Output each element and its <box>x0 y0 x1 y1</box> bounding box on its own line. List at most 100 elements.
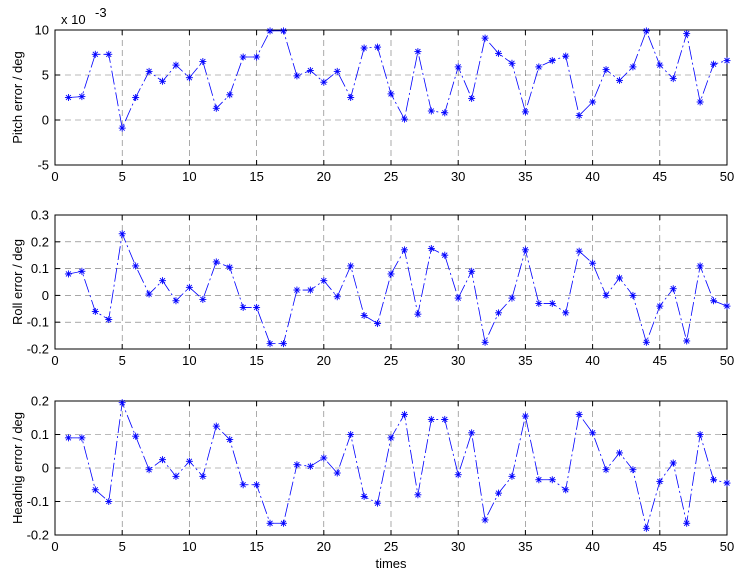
roll-ytick-label: 0 <box>42 288 49 303</box>
pitch-data-point <box>468 94 476 102</box>
heading-data-point <box>266 519 274 527</box>
pitch-ytick-label: 0 <box>42 113 49 128</box>
heading-data-point <box>521 412 529 420</box>
roll-data-point <box>306 286 314 294</box>
roll-data-point <box>427 245 435 252</box>
pitch-data-point <box>562 52 570 60</box>
pitch-xtick-label: 10 <box>182 169 196 184</box>
roll-ytick-label: -0.2 <box>27 342 49 357</box>
pitch-data-point <box>710 60 718 68</box>
roll-data-point <box>159 277 167 285</box>
pitch-xtick-label: 15 <box>249 169 263 184</box>
pitch-data-point <box>683 30 691 38</box>
roll-data-point <box>132 262 140 270</box>
pitch-data-point <box>91 50 99 58</box>
pitch-data-point <box>212 104 220 112</box>
roll-xtick-label: 50 <box>720 353 734 368</box>
heading-xtick-label: 20 <box>317 539 331 554</box>
heading-xtick-label: 25 <box>384 539 398 554</box>
pitch-xtick-label: 35 <box>518 169 532 184</box>
heading-data-point <box>333 469 341 477</box>
heading-data-point <box>199 472 207 480</box>
roll-data-point <box>253 303 261 311</box>
pitch-data-point <box>589 98 597 106</box>
roll-data-point <box>495 309 503 317</box>
roll-data-point <box>575 247 583 255</box>
pitch-data-point <box>427 107 435 115</box>
heading-data-point <box>118 399 126 407</box>
heading-data-point <box>575 410 583 418</box>
pitch-ytick-label: 10 <box>35 23 49 38</box>
heading-xtick-label: 30 <box>451 539 465 554</box>
roll-data-point <box>333 293 341 301</box>
roll-data-point <box>212 258 220 266</box>
pitch-data-point <box>656 61 664 69</box>
pitch-data-point <box>642 27 650 35</box>
roll-xtick-label: 0 <box>51 353 58 368</box>
roll-data-point <box>589 259 597 267</box>
roll-data-point <box>118 230 126 238</box>
pitch-data-point <box>132 94 140 101</box>
roll-data-point <box>279 340 287 348</box>
pitch-ylabel: Pitch error / deg <box>10 51 25 144</box>
roll-data-point <box>521 246 529 254</box>
roll-error-subplot: 0 5 10 15 20 25 30 35 40 45 50 -0.2 -0.1 0 0.1 0.2 0.3 Ro… <box>10 208 734 369</box>
roll-xtick-label: 10 <box>182 353 196 368</box>
roll-data-point <box>629 291 637 299</box>
pitch-data-point <box>360 44 368 52</box>
pitch-xtick-label: 25 <box>384 169 398 184</box>
heading-xlabel: times <box>375 556 407 571</box>
heading-data-point <box>589 429 597 437</box>
pitch-ytick-label: 5 <box>42 68 49 83</box>
heading-data-point <box>481 516 489 524</box>
pitch-data-point <box>172 61 180 69</box>
roll-data-point <box>91 307 99 315</box>
heading-data-point <box>185 457 193 465</box>
roll-data-point <box>360 312 368 319</box>
heading-data-point <box>495 489 503 497</box>
roll-ylabel: Roll error / deg <box>10 239 25 325</box>
heading-data-point <box>360 492 368 500</box>
heading-data-point <box>132 432 140 440</box>
heading-data-point <box>78 434 86 442</box>
pitch-data-point <box>414 48 422 56</box>
pitch-data-point <box>615 76 623 84</box>
roll-data-point <box>602 291 610 299</box>
pitch-data-point <box>535 63 543 71</box>
pitch-data-point <box>279 27 287 35</box>
heading-ytick-label: 0.1 <box>31 427 49 442</box>
roll-data-point <box>548 299 556 307</box>
heading-data-point <box>548 476 556 484</box>
pitch-data-point <box>333 67 341 75</box>
heading-data-point <box>226 436 234 444</box>
heading-xtick-label: 40 <box>585 539 599 554</box>
pitch-data-point <box>64 94 72 101</box>
roll-data-point <box>172 297 180 305</box>
roll-data-point <box>239 303 247 311</box>
roll-xtick-label: 5 <box>119 353 126 368</box>
pitch-data-point <box>78 93 86 101</box>
pitch-data-point <box>575 112 583 119</box>
pitch-data-point <box>374 43 382 51</box>
roll-ytick-label: -0.1 <box>27 315 49 330</box>
pitch-ytick-label: -5 <box>37 158 49 173</box>
heading-data-point <box>253 481 261 489</box>
pitch-data-point <box>508 59 516 67</box>
roll-data-point <box>78 267 86 275</box>
pitch-data-point <box>159 77 167 85</box>
roll-data-point <box>441 251 449 259</box>
heading-xtick-label: 10 <box>182 539 196 554</box>
heading-data-point <box>642 524 650 532</box>
pitch-data-point <box>441 109 449 117</box>
roll-data-point <box>387 270 395 278</box>
roll-xtick-label: 20 <box>317 353 331 368</box>
heading-data-point <box>427 415 435 423</box>
roll-data-point <box>64 270 72 278</box>
roll-data-point <box>374 320 382 328</box>
roll-data-point <box>320 277 328 285</box>
roll-data-point <box>656 302 664 310</box>
heading-data-point <box>615 449 623 457</box>
heading-data-point <box>239 481 247 489</box>
roll-data-point <box>185 283 193 291</box>
